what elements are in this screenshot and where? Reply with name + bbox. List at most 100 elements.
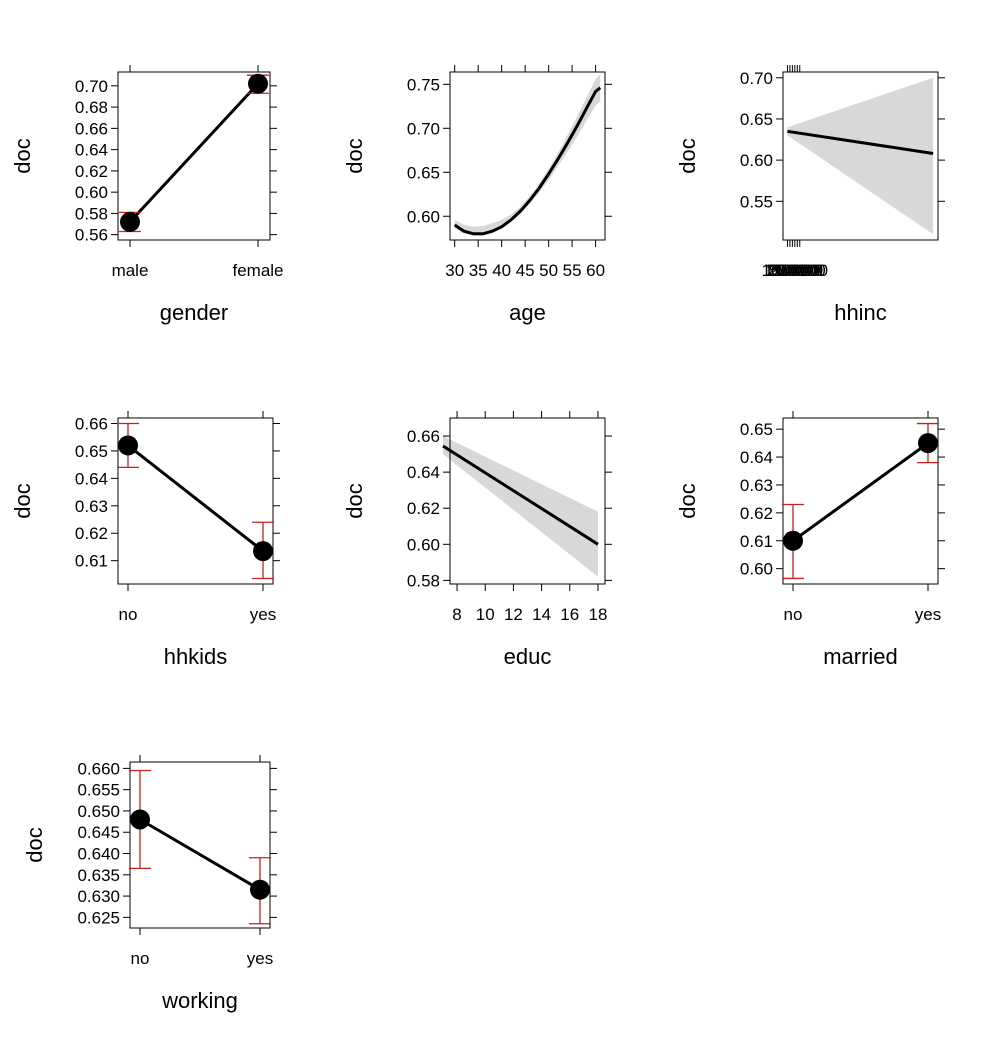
plot-frame xyxy=(117,71,271,241)
y-tick-label: 0.62 xyxy=(740,504,773,523)
x-tick-label: 150000 xyxy=(764,261,821,280)
x-tick-label: 55 xyxy=(563,261,582,280)
x-tick-label: 60 xyxy=(586,261,605,280)
data-point xyxy=(248,73,268,94)
y-tick-label: 0.65 xyxy=(75,442,108,461)
effect-panel-educ: 0.58 0.60 0.62 0.64 0.66 8 10 12 14 16 18 educ doc xyxy=(342,411,612,669)
effect-line xyxy=(139,818,261,891)
y-tick-label: 0.625 xyxy=(77,908,120,927)
y-tick-label: 0.58 xyxy=(407,571,440,590)
y-tick-label: 0.60 xyxy=(407,207,440,226)
y-tick-label: 0.65 xyxy=(407,163,440,182)
y-tick-label: 0.62 xyxy=(407,499,440,518)
x-tick-label: 40 xyxy=(492,261,511,280)
y-tick-label: 0.70 xyxy=(740,69,773,88)
y-tick-label: 0.60 xyxy=(740,560,773,579)
effect-panel-working: 0.625 0.630 0.635 0.640 0.645 0.650 0.655 0.660… xyxy=(22,755,277,1013)
data-point xyxy=(250,879,270,900)
x-axis-label: hhinc xyxy=(834,300,887,325)
x-axis-label: hhkids xyxy=(164,644,228,669)
y-tick-label: 0.640 xyxy=(77,845,120,864)
x-tick-label: 18 xyxy=(588,605,607,624)
x-tick-label: no xyxy=(131,949,150,968)
y-tick-label: 0.65 xyxy=(740,420,773,439)
x-tick-label: 5000 xyxy=(769,261,807,280)
x-tick-label: 12 xyxy=(504,605,523,624)
x-axis-label: working xyxy=(161,988,238,1013)
data-point xyxy=(918,433,938,454)
x-tick-label: 45 xyxy=(516,261,535,280)
y-tick-label: 0.660 xyxy=(77,759,120,778)
x-tick-label: 30 xyxy=(445,261,464,280)
y-tick-label: 0.645 xyxy=(77,823,120,842)
y-axis-label: doc xyxy=(10,483,35,518)
x-tick-label: no xyxy=(119,605,138,624)
y-tick-label: 0.65 xyxy=(740,110,773,129)
data-point xyxy=(253,541,273,562)
y-tick-label: 0.64 xyxy=(740,448,773,467)
plot-frame xyxy=(449,417,606,585)
x-axis-label: gender xyxy=(160,300,229,325)
plot-frame xyxy=(129,761,271,929)
x-tick-label: 100000 xyxy=(762,261,819,280)
x-tick-label: 50 xyxy=(539,261,558,280)
effect-line xyxy=(453,86,602,236)
y-tick-label: 0.56 xyxy=(75,226,108,245)
effect-panel-hhkids: 0.61 0.62 0.63 0.64 0.65 0.66 no yes hhkids doc xyxy=(10,411,280,669)
y-tick-label: 0.61 xyxy=(75,552,108,571)
effect-line xyxy=(792,441,929,543)
x-tick-label: 250000 xyxy=(769,261,826,280)
y-tick-label: 0.63 xyxy=(75,497,108,516)
x-tick-label: yes xyxy=(915,605,941,624)
y-tick-label: 0.62 xyxy=(75,162,108,181)
effect-panel-gender: 0.56 0.58 0.60 0.62 0.64 0.66 0.68 0.70 male fema… xyxy=(10,65,284,325)
x-axis-label: age xyxy=(509,300,546,325)
y-axis-label: doc xyxy=(675,483,700,518)
y-tick-label: 0.60 xyxy=(75,183,108,202)
x-tick-label: 300000 xyxy=(771,261,828,280)
x-tick-label: female xyxy=(232,261,283,280)
plot-frame xyxy=(782,71,939,241)
x-tick-label: male xyxy=(112,261,149,280)
x-tick-label: 14 xyxy=(532,605,551,624)
y-tick-label: 0.70 xyxy=(75,77,108,96)
y-tick-label: 0.63 xyxy=(740,476,773,495)
effect-line xyxy=(128,82,260,223)
y-tick-label: 0.64 xyxy=(407,463,440,482)
y-tick-label: 0.75 xyxy=(407,75,440,94)
y-tick-label: 0.55 xyxy=(740,192,773,211)
plot-frame xyxy=(117,417,274,585)
y-axis-label: doc xyxy=(10,138,35,173)
y-tick-label: 0.655 xyxy=(77,781,120,800)
x-tick-label: 8 xyxy=(452,605,461,624)
y-tick-label: 0.68 xyxy=(75,98,108,117)
plot-frame xyxy=(449,71,606,241)
confidence-band xyxy=(454,74,601,236)
y-tick-label: 0.70 xyxy=(407,119,440,138)
effect-panel-married: 0.60 0.61 0.62 0.63 0.64 0.65 no yes married doc xyxy=(675,411,945,669)
x-tick-label: no xyxy=(784,605,803,624)
effect-line xyxy=(442,444,599,546)
y-tick-label: 0.60 xyxy=(740,151,773,170)
x-tick-label: 16 xyxy=(560,605,579,624)
y-axis-label: doc xyxy=(22,827,47,862)
data-point xyxy=(118,435,138,456)
confidence-band xyxy=(443,436,598,577)
y-axis-label: doc xyxy=(342,483,367,518)
y-tick-label: 0.635 xyxy=(77,866,120,885)
data-point xyxy=(130,809,150,830)
y-tick-label: 0.64 xyxy=(75,469,108,488)
x-axis-label: educ xyxy=(504,644,552,669)
confidence-band xyxy=(787,77,934,235)
y-tick-label: 0.66 xyxy=(75,414,108,433)
y-tick-label: 0.62 xyxy=(75,524,108,543)
data-point xyxy=(783,530,803,551)
data-point xyxy=(120,211,140,232)
x-tick-label: 200000 xyxy=(766,261,823,280)
effect-line xyxy=(127,444,264,553)
plot-frame xyxy=(782,417,939,585)
y-tick-label: 0.58 xyxy=(75,204,108,223)
effect-line xyxy=(787,129,934,155)
x-tick-label: yes xyxy=(247,949,273,968)
